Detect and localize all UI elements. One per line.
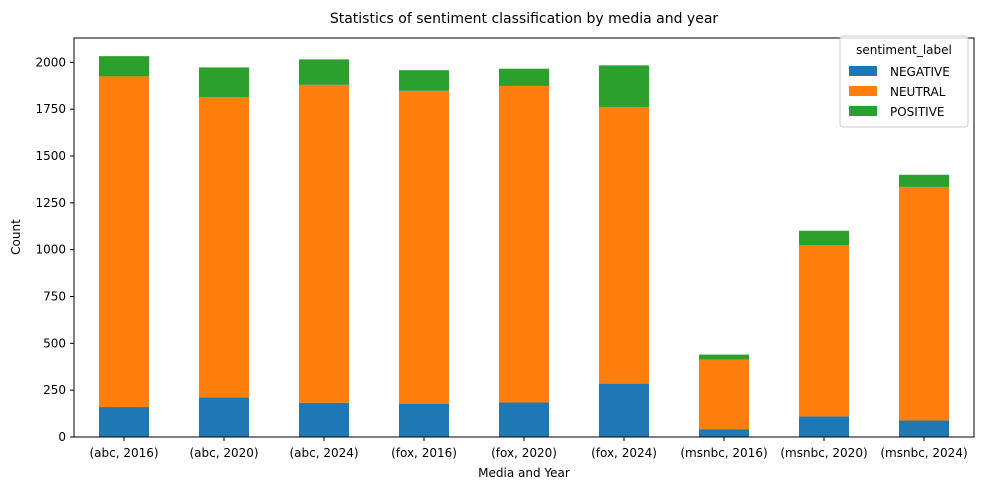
y-tick-label: 1500 — [35, 149, 66, 163]
legend-label-positive: POSITIVE — [890, 105, 945, 119]
x-tick-label: (abc, 2020) — [189, 446, 258, 460]
x-axis-label: Media and Year — [478, 466, 570, 480]
bar-neutral-2 — [299, 84, 349, 403]
bar-negative-6 — [699, 429, 749, 437]
bar-neutral-3 — [399, 90, 449, 404]
bar-negative-8 — [899, 420, 949, 437]
legend-label-neutral: NEUTRAL — [890, 85, 946, 99]
x-axis: (abc, 2016) (abc, 2020) (abc, 2024) (fox, 2… — [89, 437, 968, 460]
bar-negative-0 — [99, 407, 149, 437]
bar-positive-5 — [599, 65, 649, 107]
bar-negative-3 — [399, 403, 449, 437]
legend-box — [839, 35, 969, 128]
bar-positive-4 — [499, 68, 549, 86]
bar-neutral-5 — [599, 106, 649, 384]
y-tick-label: 1250 — [35, 196, 66, 210]
x-tick-label: (abc, 2016) — [89, 446, 158, 460]
bar-positive-2 — [299, 59, 349, 85]
bar-neutral-4 — [499, 85, 549, 403]
bar-positive-3 — [399, 70, 449, 91]
legend-label-negative: NEGATIVE — [890, 65, 950, 79]
y-tick-label: 1000 — [35, 243, 66, 257]
legend: sentiment_label NEGATIVE NEUTRAL POSITIVE — [839, 35, 969, 128]
y-tick-label: 0 — [58, 430, 66, 444]
x-tick-label: (fox, 2020) — [491, 446, 557, 460]
y-tick-label: 2000 — [35, 55, 66, 69]
y-axis: 0 250 500 750 1000 1250 1500 1750 2000 — [35, 55, 74, 444]
legend-swatch-positive — [849, 106, 877, 116]
x-tick-label: (msnbc, 2016) — [680, 446, 767, 460]
x-tick-label: (abc, 2024) — [289, 446, 358, 460]
bar-neutral-6 — [699, 359, 749, 430]
bars-group — [99, 56, 949, 437]
bar-positive-6 — [699, 354, 749, 360]
bar-negative-4 — [499, 402, 549, 437]
bar-positive-8 — [899, 174, 949, 187]
y-tick-label: 500 — [43, 336, 66, 350]
y-tick-label: 250 — [43, 383, 66, 397]
legend-swatch-neutral — [849, 86, 877, 96]
bar-neutral-8 — [899, 186, 949, 421]
bar-negative-5 — [599, 383, 649, 437]
bar-neutral-7 — [799, 245, 849, 417]
bar-negative-2 — [299, 402, 349, 437]
bar-negative-7 — [799, 416, 849, 437]
bar-positive-0 — [99, 56, 149, 77]
legend-title: sentiment_label — [856, 43, 952, 57]
x-tick-label: (msnbc, 2020) — [780, 446, 867, 460]
legend-swatch-negative — [849, 66, 877, 76]
y-tick-label: 1750 — [35, 102, 66, 116]
y-axis-label: Count — [9, 219, 23, 255]
bar-neutral-1 — [199, 97, 249, 398]
x-tick-label: (msnbc, 2024) — [880, 446, 967, 460]
bar-neutral-0 — [99, 76, 149, 408]
bar-negative-1 — [199, 397, 249, 437]
x-tick-label: (fox, 2016) — [391, 446, 457, 460]
x-tick-label: (fox, 2024) — [591, 446, 657, 460]
y-tick-label: 750 — [43, 290, 66, 304]
chart-title: Statistics of sentiment classification b… — [330, 11, 719, 27]
bar-positive-7 — [799, 230, 849, 246]
bar-positive-1 — [199, 67, 249, 98]
